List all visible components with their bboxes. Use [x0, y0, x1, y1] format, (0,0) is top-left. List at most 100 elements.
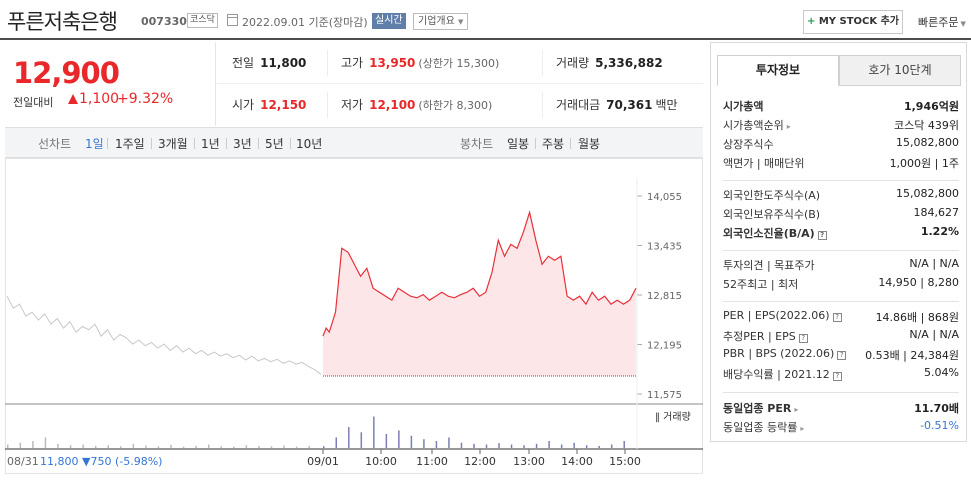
chart-frame	[5, 158, 703, 474]
tab-hoga-10[interactable]: 호가 10단계	[839, 55, 961, 86]
row-label: 상장주식수	[723, 138, 774, 151]
row-value: 11.70배	[914, 402, 959, 415]
chevron-right-icon[interactable]: ▸	[786, 122, 791, 131]
help-icon[interactable]: ?	[832, 372, 842, 381]
help-icon[interactable]: ?	[837, 351, 847, 360]
mystock-label: MY STOCK 추가	[818, 16, 900, 27]
row-market-cap: 시가총액 1,946억원	[723, 98, 959, 117]
row-label: 추정PER | EPS	[723, 330, 796, 343]
y-tick-label: 14,055	[647, 192, 682, 203]
quick-order-link[interactable]: 빠른주문 ▼	[918, 14, 966, 30]
current-price: 12,900	[13, 56, 120, 90]
base-date: 2022.09.01 기준(장마감)	[242, 16, 368, 29]
stats-row-2: 시가 12,150 저가 12,100 (하한가 8,300) 거래대금 70,361 백…	[217, 84, 703, 126]
help-icon[interactable]: ?	[817, 231, 827, 240]
row-value: 1,946억원	[903, 100, 959, 113]
stat-prev-close: 전일 11,800	[232, 54, 306, 71]
stat-value: 5,336,882	[595, 56, 663, 70]
price-chart[interactable]: 14,055 13,435 12,815 12,195 11,575 ‖ 거래량 09/01…	[5, 158, 703, 474]
row-label: 동일업종 PER	[723, 402, 792, 415]
row-value: 14.86배 | 868원	[875, 311, 959, 324]
row-value: -0.51%	[920, 419, 959, 432]
volume-bar	[498, 443, 500, 448]
row-label-wrap: 시가총액순위 ▸	[723, 117, 791, 133]
divider	[723, 250, 959, 251]
divider	[535, 138, 536, 149]
volume-bar	[32, 441, 34, 448]
volume-bar	[94, 445, 97, 448]
volume-legend: ‖ 거래량	[655, 411, 691, 423]
volume-bar	[323, 446, 325, 448]
volume-bar	[7, 444, 9, 448]
divider	[151, 138, 152, 149]
volume-bar	[435, 441, 438, 448]
y-tick-label: 12,195	[647, 341, 682, 352]
tab-weekly[interactable]: 주봉	[542, 137, 565, 151]
chevron-down-icon: ▼	[458, 18, 464, 26]
candle-chart-label: 봉차트	[460, 137, 494, 151]
tab-daily[interactable]: 일봉	[507, 137, 530, 151]
stat-label: 저가	[341, 98, 364, 112]
row-value: 0.53배 | 24,384원	[865, 349, 959, 362]
row-value: 코스닥 439위	[894, 119, 959, 132]
company-info-dropdown[interactable]: 기업개요 ▼	[413, 13, 469, 30]
volume-bar	[44, 437, 47, 448]
volume-bar	[145, 445, 147, 448]
volume-bar	[510, 444, 513, 448]
row-label: 배당수익률 | 2021.12	[723, 368, 830, 381]
help-icon[interactable]: ?	[798, 334, 808, 343]
row-face-value: 액면가 | 매매단위 1,000원 | 1주	[723, 155, 959, 174]
stat-value: 70,361	[606, 98, 653, 112]
volume-bar	[107, 445, 109, 448]
stat-label: 거래량	[556, 56, 590, 70]
tab-1week[interactable]: 1주일	[115, 137, 145, 151]
volume-bar	[69, 445, 72, 448]
volume-bar	[295, 446, 298, 448]
chevron-right-icon[interactable]: ▸	[800, 424, 805, 433]
row-value: 184,627	[913, 206, 960, 219]
volume-bar	[535, 443, 538, 448]
stat-value: 11,800	[260, 56, 307, 70]
volume-bar	[560, 444, 563, 448]
x-tick-label: 12:00	[464, 455, 496, 468]
stat-amount: 거래대금 70,361 백만	[556, 96, 678, 113]
stats-row-1: 전일 11,800 고가 13,950 (상한가 15,300) 거래량 5,336,8…	[217, 42, 703, 84]
tab-1day[interactable]: 1일	[85, 137, 104, 151]
row-foreign-limit: 외국인한도주식수(A) 15,082,800	[723, 187, 959, 206]
tab-1year[interactable]: 1년	[201, 137, 220, 151]
volume-bar	[195, 445, 197, 448]
divider	[542, 50, 543, 76]
stat-value: 13,950	[369, 56, 416, 70]
invest-info-panel: 투자정보 호가 10단계 시가총액 1,946억원 시가총액순위 ▸ 코스닥 439위…	[710, 42, 967, 442]
series-prev-day-line	[6, 295, 322, 375]
divider	[290, 138, 291, 149]
tab-monthly[interactable]: 월봉	[578, 137, 601, 151]
volume-bar	[473, 443, 475, 448]
volume-bar	[308, 445, 310, 448]
mystock-add-button[interactable]: + MY STOCK 추가	[803, 10, 903, 34]
realtime-button[interactable]: 실시간	[372, 13, 406, 29]
series-today-line	[322, 210, 637, 337]
plus-icon: +	[806, 16, 816, 27]
help-icon[interactable]: ?	[832, 313, 842, 322]
tab-invest-info[interactable]: 투자정보	[717, 55, 839, 86]
stock-name: 푸른저축은행	[7, 10, 118, 34]
volume-bar	[373, 416, 375, 448]
volume-bar	[157, 446, 160, 448]
volume-bar	[548, 441, 550, 448]
row-52week: 52주최고 | 최저 14,950 | 8,280	[723, 276, 959, 295]
stat-label: 고가	[341, 56, 364, 70]
row-value: N/A | N/A	[909, 257, 959, 270]
tab-3month[interactable]: 3개월	[158, 137, 188, 151]
tab-10year[interactable]: 10년	[296, 137, 323, 151]
volume-bar	[258, 445, 260, 448]
row-label: 액면가 | 매매단위	[723, 157, 805, 170]
stat-label: 전일	[232, 56, 255, 70]
tab-3year[interactable]: 3년	[233, 137, 252, 151]
row-label-wrap: 동일업종 PER ▸	[723, 400, 798, 416]
prev-compare-label: 전일대비	[13, 96, 54, 109]
row-value: 1,000원 | 1주	[889, 157, 959, 170]
row-label: 시가총액순위	[723, 119, 784, 132]
tab-5year[interactable]: 5년	[265, 137, 284, 151]
chevron-right-icon[interactable]: ▸	[794, 405, 799, 414]
